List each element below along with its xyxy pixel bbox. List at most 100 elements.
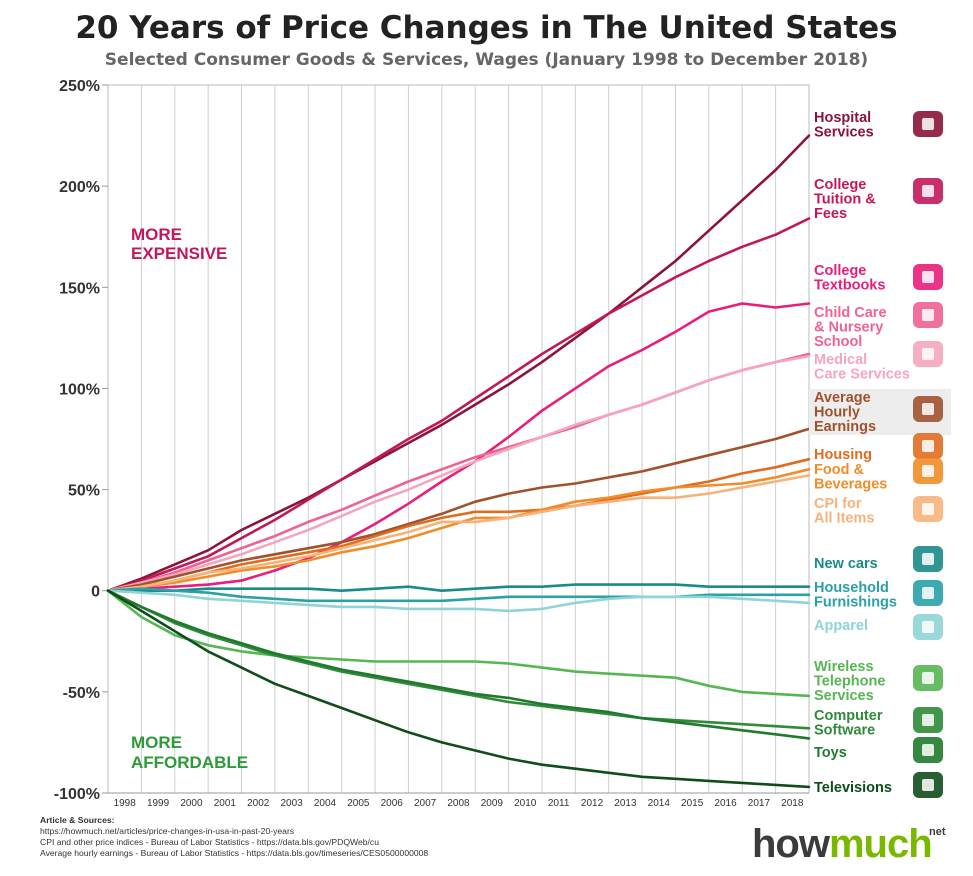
y-tick-label: 250%	[59, 78, 100, 95]
series-line-televisions	[106, 589, 811, 789]
source-article-link[interactable]: https://howmuch.net/articles/price-chang…	[40, 826, 295, 836]
x-tick-label: 1999	[147, 798, 170, 809]
tv-icon-glyph	[922, 779, 934, 791]
shirt-icon	[913, 614, 943, 640]
series-label-wireless-telephone-services: Telephone	[814, 674, 885, 690]
series-label-medical-care-services: Medical	[814, 352, 867, 368]
graduation-cap-icon	[913, 178, 943, 204]
house-icon-glyph	[922, 440, 934, 452]
furniture-icon	[913, 580, 943, 606]
series-label-cpi-for-all-items: All Items	[814, 511, 874, 527]
series-line-college-tuition-fees	[106, 217, 811, 593]
zone-label-affordable: MORE	[131, 733, 182, 752]
x-tick-label: 2007	[414, 798, 437, 809]
series-line-apparel	[106, 589, 811, 613]
x-tick-label: 1998	[114, 798, 137, 809]
series-label-college-tuition-fees: Tuition &	[814, 192, 876, 208]
x-tick-label: 2018	[781, 798, 804, 809]
house-icon	[913, 433, 943, 459]
y-tick-label: -50%	[63, 685, 100, 702]
series-label-child-care-nursery-school: & Nursery	[814, 320, 883, 336]
series-line-computer-software	[106, 589, 811, 730]
phone-icon	[913, 665, 943, 691]
series-label-toys: Toys	[814, 745, 847, 761]
series-label-hospital-services: Services	[814, 125, 874, 141]
series-label-food-beverages: Food &	[814, 462, 864, 478]
price-tag-icon-glyph	[922, 503, 934, 515]
x-tick-label: 2003	[280, 798, 303, 809]
x-tick-label: 2015	[681, 798, 704, 809]
series-label-wireless-telephone-services: Services	[814, 688, 874, 704]
hospital-icon	[913, 111, 943, 137]
series-line-new-cars	[106, 583, 811, 593]
series-label-televisions: Televisions	[814, 780, 892, 796]
y-tick-label: -100%	[54, 786, 100, 803]
source-cpi-link[interactable]: CPI and other price indices - Bureau of …	[40, 837, 379, 847]
x-tick-label: 2009	[481, 798, 504, 809]
graduation-cap-icon-glyph	[922, 185, 934, 197]
car-icon	[913, 546, 943, 572]
series-label-cpi-for-all-items: CPI for	[814, 496, 862, 512]
series-label-computer-software: Computer	[814, 708, 883, 724]
source-earnings-link[interactable]: Average hourly earnings - Bureau of Labo…	[40, 848, 429, 858]
chart-title: 20 Years of Price Changes in The United …	[75, 10, 898, 46]
sources-block: Article & Sources: https://howmuch.net/a…	[40, 815, 428, 859]
hospital-icon-glyph	[922, 118, 934, 130]
x-tick-label: 2010	[514, 798, 537, 809]
books-icon	[913, 264, 943, 290]
furniture-icon-glyph	[922, 587, 934, 599]
series-label-apparel: Apparel	[814, 618, 868, 634]
series-label-household-furnishings: Furnishings	[814, 595, 897, 611]
toys-icon	[913, 737, 943, 763]
medical-hand-icon-glyph	[922, 348, 934, 360]
series-label-college-tuition-fees: Fees	[814, 206, 847, 222]
chart-subtitle: Selected Consumer Goods & Services, Wage…	[104, 50, 869, 70]
series-line-wireless-telephone-services	[106, 589, 811, 698]
series-label-medical-care-services: Care Services	[814, 367, 910, 383]
books-icon-glyph	[922, 271, 934, 283]
y-tick-label: 50%	[68, 483, 100, 500]
series-label-college-textbooks: Textbooks	[814, 278, 885, 294]
series-label-food-beverages: Beverages	[814, 477, 887, 493]
phone-icon-glyph	[922, 672, 934, 684]
x-tick-label: 2011	[548, 798, 570, 809]
x-tick-label: 2008	[447, 798, 470, 809]
computer-icon	[913, 707, 943, 733]
medical-hand-icon	[913, 341, 943, 367]
x-tick-label: 2005	[347, 798, 370, 809]
x-tick-label: 2000	[180, 798, 203, 809]
howmuch-logo[interactable]: howmuch net	[752, 822, 946, 867]
series-label-child-care-nursery-school: Child Care	[814, 305, 887, 321]
series-line-toys	[106, 589, 811, 740]
series-line-cpi-for-all-items	[106, 474, 811, 593]
logo-much: much	[828, 822, 933, 866]
series-label-computer-software: Software	[814, 723, 875, 739]
series-label-new-cars: New cars	[814, 556, 878, 572]
zone-label-expensive: MORE	[131, 225, 182, 244]
car-icon-glyph	[922, 553, 934, 565]
x-tick-label: 2017	[748, 798, 771, 809]
y-tick-label: 200%	[59, 179, 100, 196]
tv-icon	[913, 772, 943, 798]
x-tick-label: 2016	[714, 798, 737, 809]
family-icon	[913, 302, 943, 328]
computer-icon-glyph	[922, 714, 934, 726]
food-icon	[913, 458, 943, 484]
shirt-icon-glyph	[922, 621, 934, 633]
x-tick-label: 2013	[614, 798, 637, 809]
series-line-housing	[106, 457, 811, 593]
food-icon-glyph	[922, 465, 934, 477]
series-label-wireless-telephone-services: Wireless	[814, 659, 874, 675]
y-tick-label: 100%	[59, 381, 100, 398]
series-line-average-hourly-earnings	[106, 427, 811, 593]
x-tick-label: 2012	[581, 798, 604, 809]
zone-label-affordable: AFFORDABLE	[131, 753, 248, 772]
series-label-average-hourly-earnings: Earnings	[814, 419, 876, 435]
series-label-average-hourly-earnings: Hourly	[814, 405, 860, 421]
x-tick-label: 2014	[648, 798, 671, 809]
sources-heading: Article & Sources:	[40, 815, 115, 825]
toys-icon-glyph	[922, 744, 934, 756]
logo-net: net	[929, 826, 946, 838]
series-label-household-furnishings: Household	[814, 580, 889, 596]
